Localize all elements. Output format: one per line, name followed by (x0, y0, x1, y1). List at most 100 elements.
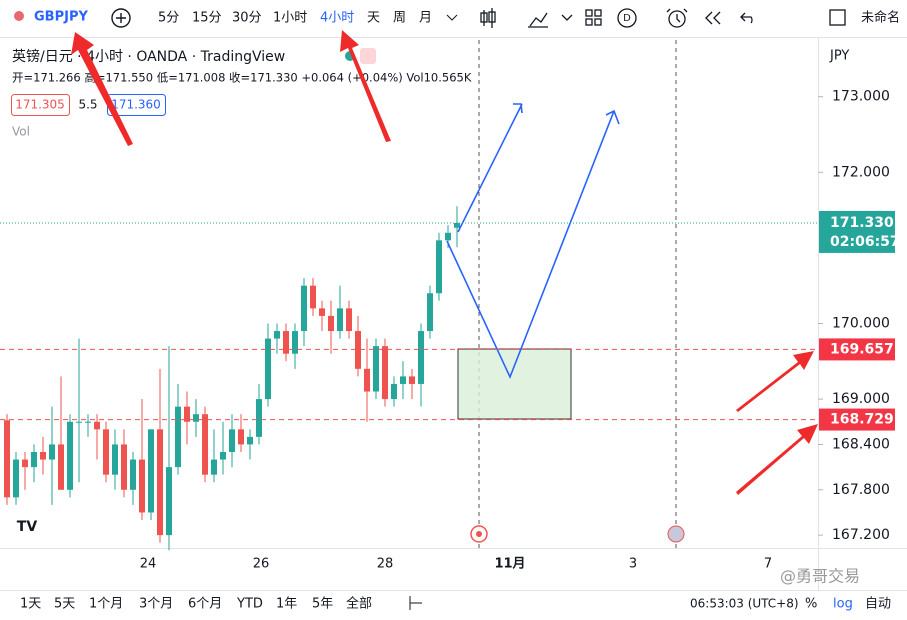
log-toggle[interactable]: log (833, 597, 853, 612)
candle-body (85, 421, 91, 423)
y-tick-label: 170.000 (832, 315, 890, 331)
y-tick-label: 167.800 (832, 482, 890, 498)
date-range-icon[interactable] (409, 596, 422, 610)
ask[interactable]: 171.360 (111, 98, 161, 112)
candle-body (346, 308, 352, 332)
range[interactable]: YTD (236, 597, 263, 612)
indicator-badge[interactable]: D (623, 13, 631, 24)
candle-body (202, 414, 208, 475)
interval[interactable]: 周 (393, 11, 406, 26)
auto-toggle[interactable]: 自动 (865, 597, 891, 612)
logo[interactable] (12, 514, 42, 538)
interval[interactable]: 月 (419, 11, 432, 26)
y-tick-label: 172.000 (832, 164, 890, 180)
plot (4, 206, 460, 551)
candle-body (139, 459, 145, 513)
symbol[interactable]: GBPJPY (34, 10, 88, 25)
interval[interactable]: 5分 (158, 11, 179, 26)
candle-body (148, 429, 154, 513)
candle-body (418, 331, 424, 384)
candle-body (112, 444, 118, 475)
candle-body (211, 459, 217, 475)
countdown: 02:06:57 (830, 234, 900, 250)
arrow-drawing[interactable] (446, 103, 620, 380)
range[interactable]: 1天 (20, 597, 41, 612)
candle-body (220, 451, 226, 460)
candle-body (121, 444, 127, 490)
layout-name[interactable]: 未命名 (861, 10, 900, 26)
y-tick-label: 168.400 (832, 436, 890, 452)
candle-body (130, 459, 136, 490)
dropdown[interactable] (446, 14, 458, 21)
candle-body (4, 420, 10, 498)
watermark: @勇哥交易 (780, 567, 860, 586)
candle-body (454, 222, 460, 228)
candle-body (292, 331, 298, 354)
candle-body (445, 232, 451, 241)
price-label-box (819, 338, 895, 361)
bid[interactable]: 171.305 (15, 98, 65, 112)
range[interactable]: 5天 (54, 597, 75, 612)
add-symbol[interactable] (111, 8, 131, 28)
x-tick-label: 28 (377, 557, 394, 572)
interval[interactable]: 30分 (232, 11, 262, 26)
price-label: 168.729 (830, 412, 894, 428)
candle-body (103, 429, 109, 475)
candle-body (58, 444, 64, 490)
clock[interactable]: 06:53:03 (UTC+8) (690, 597, 799, 611)
volume-label: Vol (12, 125, 30, 139)
candle-body (382, 346, 388, 400)
candle-body (247, 436, 253, 445)
x-tick-label: 11月 (494, 557, 525, 572)
last-price-box (819, 210, 895, 253)
candle-body (409, 376, 415, 384)
candle-body (391, 383, 397, 400)
range[interactable]: 6个月 (188, 597, 222, 612)
candle-body (427, 293, 433, 332)
interval[interactable]: 15分 (192, 11, 222, 26)
add-icon (116, 13, 126, 23)
annotation-arrows (71, 30, 818, 495)
range[interactable]: 5年 (312, 597, 333, 612)
candle-body (184, 406, 190, 422)
logo-mark: TV (17, 519, 38, 535)
rectangle-drawing[interactable] (457, 348, 572, 420)
range[interactable]: 3个月 (139, 597, 173, 612)
x-tick-label: 7 (764, 557, 772, 572)
candle-body (31, 451, 37, 468)
candle-body (40, 451, 46, 460)
interval[interactable]: 天 (367, 11, 380, 26)
y-tick-label: 167.200 (832, 527, 890, 543)
candle-body (283, 331, 289, 354)
range[interactable]: 全部 (346, 596, 372, 612)
legend-title: 英镑/日元 · 4小时 · OANDA · TradingView (12, 48, 285, 65)
interval[interactable]: 1小时 (273, 11, 307, 26)
event-flag[interactable] (667, 525, 685, 543)
candle-body (310, 285, 316, 309)
currency[interactable]: JPY (829, 49, 849, 64)
candle-body (166, 467, 172, 536)
percent-toggle[interactable]: % (805, 597, 817, 612)
candle-body (319, 308, 325, 316)
interval-active[interactable]: 4小时 (320, 11, 354, 26)
candle-body (238, 429, 244, 445)
y-tick-label: 173.000 (832, 89, 890, 105)
range[interactable]: 1年 (276, 597, 297, 612)
candle-body (274, 331, 280, 339)
candle-body (22, 459, 28, 468)
last-price-label: 171.330 (830, 215, 894, 231)
candle-body (175, 406, 181, 468)
range[interactable]: 1个月 (89, 597, 123, 612)
event-dot (476, 531, 482, 537)
candle-body (229, 429, 235, 452)
bid-box[interactable] (11, 94, 70, 116)
candle-body (49, 444, 55, 460)
toolbar-icons (480, 8, 846, 28)
candle-body (157, 429, 163, 536)
candle-body (436, 240, 442, 294)
candle-body (373, 346, 379, 392)
price-label: 169.657 (830, 341, 894, 357)
candle-body (67, 421, 73, 490)
candle-body (328, 315, 334, 332)
